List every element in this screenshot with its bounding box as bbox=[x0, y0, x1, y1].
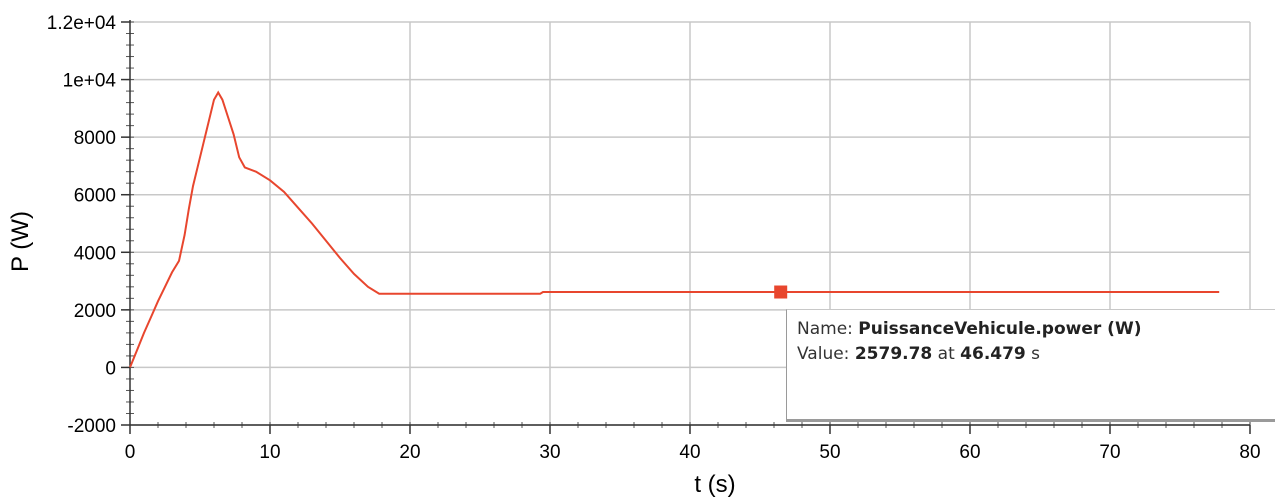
tooltip-value-label: Value: bbox=[797, 344, 855, 364]
tooltip-time-unit: s bbox=[1025, 344, 1041, 364]
x-tick-label: 0 bbox=[125, 442, 136, 463]
y-tick-label: 8000 bbox=[74, 128, 116, 149]
data-point-marker[interactable] bbox=[774, 285, 788, 299]
x-tick-label: 80 bbox=[1239, 442, 1260, 463]
y-tick-label: 6000 bbox=[74, 186, 116, 207]
tooltip-name-row: Name: PuissanceVehicule.power (W) bbox=[797, 317, 1275, 342]
y-tick-label: 1e+04 bbox=[63, 71, 117, 92]
tooltip-name-value: PuissanceVehicule.power (W) bbox=[858, 319, 1142, 339]
y-tick-label: -2000 bbox=[67, 416, 116, 437]
series-line bbox=[129, 90, 1220, 368]
x-tick-label: 20 bbox=[399, 442, 420, 463]
x-axis-label: t (s) bbox=[694, 471, 735, 498]
y-tick-label: 0 bbox=[105, 358, 116, 379]
x-tick-label: 40 bbox=[679, 442, 700, 463]
x-tick-label: 50 bbox=[819, 442, 840, 463]
tooltip-value-row: Value: 2579.78 at 46.479 s bbox=[797, 342, 1275, 367]
tooltip-at-label: at bbox=[932, 344, 961, 364]
tooltip-name-label: Name: bbox=[797, 319, 859, 339]
y-tick-label: 2000 bbox=[74, 301, 116, 322]
x-tick-label: 30 bbox=[539, 442, 560, 463]
x-tick-label: 10 bbox=[259, 442, 280, 463]
y-tick-label: 1.2e+04 bbox=[47, 13, 117, 34]
data-tooltip: Name: PuissanceVehicule.power (W) Value:… bbox=[786, 309, 1275, 422]
tooltip-time-value: 46.479 bbox=[960, 344, 1026, 364]
x-tick-label: 70 bbox=[1099, 442, 1120, 463]
x-tick-label: 60 bbox=[959, 442, 980, 463]
tooltip-value-value: 2579.78 bbox=[854, 344, 933, 364]
y-axis-label: P (W) bbox=[7, 211, 34, 272]
tick-labels: 0 10 20 30 40 50 60 70 80 -2000 0 2000 4000 6000 8000 1… bbox=[47, 13, 1261, 463]
axes bbox=[121, 20, 1251, 434]
y-tick-label: 4000 bbox=[74, 243, 116, 264]
